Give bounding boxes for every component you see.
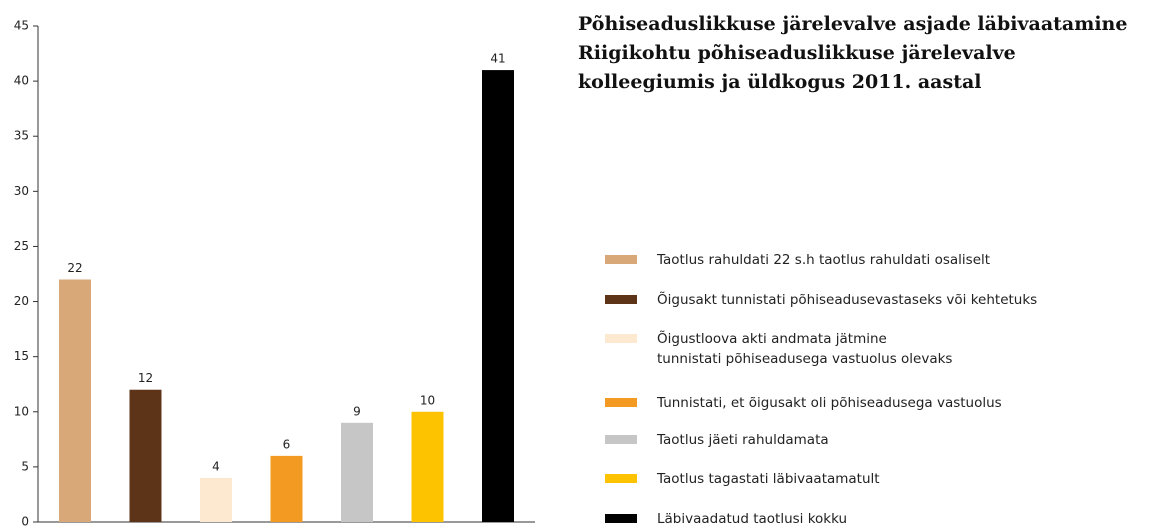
chart: 0 5 10 15 20 25 30 35 40 45 22 12 4 6 9 10 41 [14,19,535,528]
legend-swatch [605,514,637,523]
y-tick-label: 35 [14,129,29,143]
value-label: 10 [420,393,435,407]
bar [270,455,303,522]
legend-swatch [605,334,637,343]
legend-label: Tunnistati, et õigusakt oli põhiseaduseg… [657,395,1002,411]
chart-title: Põhiseaduslikkuse järelevalve asjade läb… [578,13,1128,93]
bar [341,422,373,522]
y-tick-label: 10 [14,404,29,418]
bar [129,389,162,522]
legend-label: Õigusakt tunnistati põhiseadusevastaseks… [657,292,1038,308]
y-tick-label: 0 [21,515,29,528]
value-label: 4 [212,459,220,473]
legend-label: Taotlus tagastati läbivaatamatult [657,471,880,487]
y-tick-label: 30 [14,184,29,198]
legend-label: Taotlus rahuldati 22 s.h taotlus rahulda… [657,252,991,268]
legend-label: Läbivaadatud taotlusi kokku [657,511,848,527]
legend-swatch [605,435,637,444]
y-tick-label: 15 [14,349,29,363]
y-tick-label: 25 [14,239,29,253]
value-label: 12 [138,371,153,385]
value-label: 22 [67,261,82,275]
bar [200,477,232,522]
y-tick-label: 40 [14,74,29,88]
bar [482,70,514,522]
legend-swatch [605,398,637,407]
y-tick-label: 20 [14,294,29,308]
legend-label: Taotlus jäeti rahuldamata [657,432,829,448]
legend-swatch [605,474,637,483]
bar [59,279,91,522]
legend-label: Õigustloova akti andmata jätmine tunnist… [657,331,953,367]
legend-swatch [605,255,637,264]
value-label: 9 [353,404,361,418]
legend-swatch [605,295,637,304]
value-label: 41 [490,52,505,66]
value-label: 6 [283,437,291,451]
y-tick-label: 45 [14,19,29,33]
y-tick-label: 5 [21,459,29,473]
bar [411,411,444,522]
